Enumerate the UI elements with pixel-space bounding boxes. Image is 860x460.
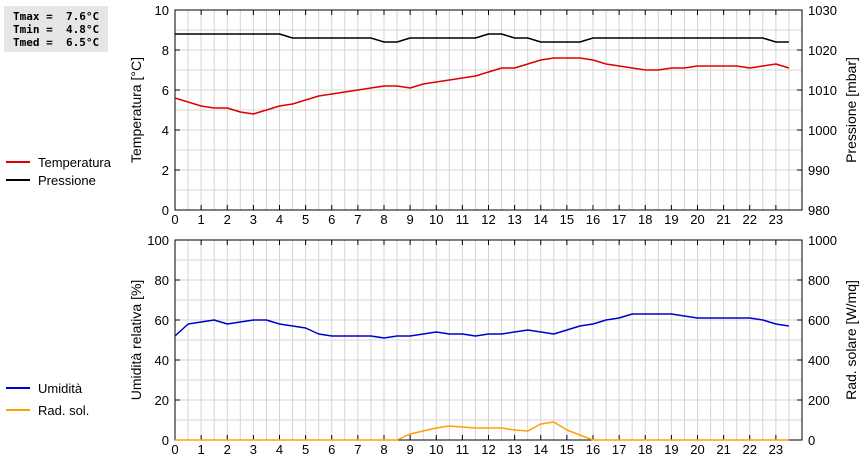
- x-tick-label: 3: [250, 442, 257, 457]
- x-tick-label: 22: [743, 442, 757, 457]
- x-tick-label: 13: [507, 442, 521, 457]
- y-tick-label: 100: [147, 233, 169, 248]
- y2-tick-label: 1020: [808, 43, 837, 58]
- y2-tick-label: 800: [808, 273, 830, 288]
- x-tick-label: 2: [224, 442, 231, 457]
- x-tick-label: 23: [769, 212, 783, 227]
- y-tick-label: 60: [155, 313, 169, 328]
- x-tick-label: 14: [534, 442, 548, 457]
- y-axis-title: Umidità relativa [%]: [128, 280, 144, 401]
- x-tick-label: 5: [302, 442, 309, 457]
- x-tick-label: 9: [407, 442, 414, 457]
- y-tick-label: 4: [162, 123, 169, 138]
- x-tick-label: 18: [638, 212, 652, 227]
- series-line: [175, 421, 789, 441]
- x-tick-label: 9: [407, 212, 414, 227]
- x-tick-label: 21: [716, 212, 730, 227]
- y2-tick-label: 1000: [808, 233, 837, 248]
- x-tick-label: 5: [302, 212, 309, 227]
- x-tick-label: 15: [560, 212, 574, 227]
- y2-tick-label: 1000: [808, 123, 837, 138]
- x-tick-label: 22: [743, 212, 757, 227]
- x-tick-label: 8: [380, 212, 387, 227]
- x-tick-label: 3: [250, 212, 257, 227]
- stats-box: Tmax = 7.6°C Tmin = 4.8°C Tmed = 6.5°C: [4, 6, 108, 52]
- x-tick-label: 4: [276, 212, 283, 227]
- x-tick-label: 6: [328, 212, 335, 227]
- series-line: [175, 33, 789, 43]
- y-tick-label: 0: [162, 433, 169, 448]
- y2-tick-label: 990: [808, 163, 830, 178]
- y-tick-label: 20: [155, 393, 169, 408]
- x-tick-label: 0: [171, 212, 178, 227]
- y-tick-label: 2: [162, 163, 169, 178]
- x-tick-label: 17: [612, 212, 626, 227]
- y-axis-title: Temperatura [°C]: [128, 57, 144, 163]
- legend-label: Rad. sol.: [38, 403, 89, 418]
- legend-label: Umidità: [38, 381, 83, 396]
- y-tick-label: 8: [162, 43, 169, 58]
- x-tick-label: 2: [224, 212, 231, 227]
- y2-tick-label: 400: [808, 353, 830, 368]
- x-tick-label: 11: [456, 442, 470, 457]
- x-tick-label: 0: [171, 442, 178, 457]
- x-tick-label: 18: [638, 442, 652, 457]
- x-tick-label: 16: [586, 212, 600, 227]
- x-tick-label: 1: [198, 212, 205, 227]
- x-tick-label: 23: [769, 442, 783, 457]
- stat-tmax: Tmax = 7.6°C: [13, 10, 100, 23]
- x-tick-label: 12: [481, 442, 495, 457]
- y2-tick-label: 1030: [808, 3, 837, 18]
- x-tick-label: 12: [481, 212, 495, 227]
- y2-tick-label: 200: [808, 393, 830, 408]
- y2-axis-title: Pressione [mbar]: [843, 57, 859, 163]
- y2-tick-label: 0: [808, 433, 815, 448]
- stat-tmin: Tmin = 4.8°C: [13, 23, 100, 36]
- y2-tick-label: 600: [808, 313, 830, 328]
- x-tick-label: 17: [612, 442, 626, 457]
- y2-tick-label: 980: [808, 203, 830, 218]
- x-tick-label: 11: [456, 212, 470, 227]
- y-tick-label: 6: [162, 83, 169, 98]
- legend-label: Temperatura: [38, 155, 112, 170]
- y-tick-label: 80: [155, 273, 169, 288]
- x-tick-label: 14: [534, 212, 548, 227]
- y2-axis-title: Rad. solare [W/mq]: [843, 280, 859, 400]
- y-tick-label: 10: [155, 3, 169, 18]
- stat-tmed: Tmed = 6.5°C: [13, 36, 100, 49]
- x-tick-label: 15: [560, 442, 574, 457]
- x-tick-label: 7: [354, 442, 361, 457]
- y-tick-label: 40: [155, 353, 169, 368]
- x-tick-label: 4: [276, 442, 283, 457]
- y-tick-label: 0: [162, 203, 169, 218]
- series-line: [174, 313, 790, 339]
- x-tick-label: 19: [664, 212, 678, 227]
- x-tick-label: 7: [354, 212, 361, 227]
- x-tick-label: 8: [380, 442, 387, 457]
- x-tick-label: 6: [328, 442, 335, 457]
- x-tick-label: 10: [429, 442, 443, 457]
- legend-label: Pressione: [38, 173, 96, 188]
- x-tick-label: 21: [716, 442, 730, 457]
- x-tick-label: 13: [507, 212, 521, 227]
- x-tick-label: 1: [198, 442, 205, 457]
- x-tick-label: 10: [429, 212, 443, 227]
- x-tick-label: 20: [690, 212, 704, 227]
- series-line: [174, 57, 790, 115]
- x-tick-label: 20: [690, 442, 704, 457]
- y2-tick-label: 1010: [808, 83, 837, 98]
- x-tick-label: 19: [664, 442, 678, 457]
- x-tick-label: 16: [586, 442, 600, 457]
